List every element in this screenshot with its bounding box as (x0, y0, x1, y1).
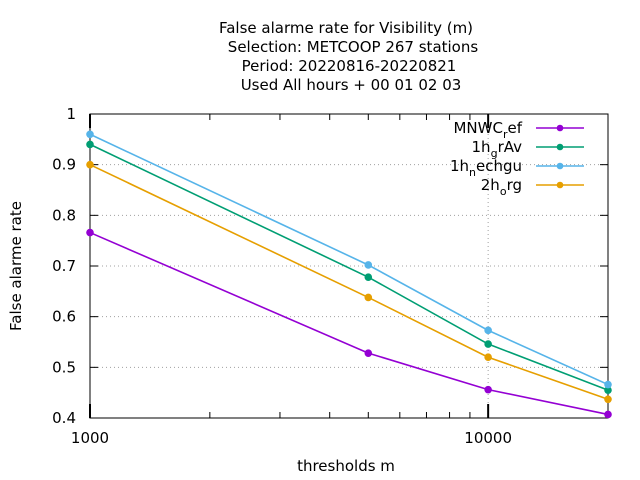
data-point (364, 261, 373, 269)
x-tick-label: 10000 (464, 429, 512, 447)
legend-entry-2h_org: 2horg (481, 176, 584, 198)
y-tick-label: 1 (66, 105, 76, 123)
series-lines (86, 130, 612, 419)
y-axis-label: False alarme rate (7, 201, 25, 331)
series-1h_nechgu (86, 130, 612, 389)
y-tick-label: 0.4 (52, 409, 76, 427)
title-line-1: False alarme rate for Visibility (m) (219, 19, 473, 37)
legend-entry-1h_grAv: 1hgrAv (472, 138, 584, 160)
grid (90, 114, 608, 418)
data-point (484, 340, 492, 348)
data-point (484, 326, 492, 335)
y-tick-label: 0.9 (52, 156, 76, 174)
data-point (364, 349, 373, 357)
y-tick-label: 0.5 (52, 358, 76, 376)
y-tick-label: 0.8 (52, 206, 76, 224)
title-line-3: Period: 20220816-20220821 (242, 57, 457, 75)
title-line-2: Selection: METCOOP 267 stations (228, 38, 479, 56)
legend-marker (556, 124, 564, 132)
data-point (364, 273, 373, 281)
series-MNWC_ref (86, 228, 612, 419)
data-point (604, 395, 612, 404)
series-line (89, 133, 609, 386)
series-2h_org (86, 160, 612, 404)
legend-label: 2horg (481, 176, 522, 198)
data-point (484, 385, 492, 394)
axes: 0.4 0.5 0.6 0.7 0.8 0.9 1 1000 10000 (52, 105, 609, 447)
data-point (604, 380, 612, 389)
legend-marker (556, 143, 564, 151)
series-line (89, 143, 609, 391)
x-axis-label: thresholds m (297, 457, 395, 475)
data-point (604, 410, 612, 419)
plot-frame (89, 113, 609, 419)
data-point (86, 130, 94, 139)
x-tick-label: 1000 (71, 429, 109, 447)
series-line (89, 163, 609, 401)
data-point (484, 353, 492, 362)
data-point (86, 140, 94, 149)
legend-marker (556, 181, 564, 189)
series-line (89, 231, 609, 416)
legend-marker (556, 162, 564, 170)
title-line-4: Used All hours + 00 01 02 03 (241, 76, 462, 94)
data-point (364, 293, 373, 302)
y-tick-label: 0.6 (52, 308, 76, 326)
legend-label: MNWCref (453, 119, 522, 141)
y-tick-label: 0.7 (52, 257, 76, 275)
data-point (86, 160, 94, 169)
data-point (86, 228, 94, 237)
legend-entry-1h_nechgu: 1hnechgu (450, 157, 584, 179)
legend-label: 1hnechgu (450, 157, 522, 179)
legend-label: 1hgrAv (472, 138, 523, 160)
chart-title: False alarme rate for Visibility (m) Sel… (219, 19, 478, 94)
legend-entry-MNWC_ref: MNWCref (453, 119, 584, 141)
series-1h_grAv (86, 140, 612, 394)
